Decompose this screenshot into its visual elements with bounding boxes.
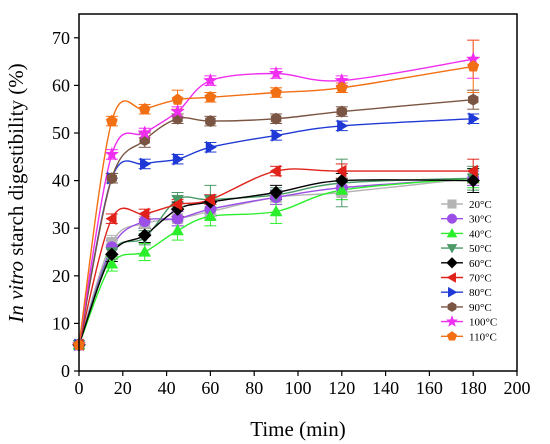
legend-item: 20°C [441,199,492,211]
legend-marker [447,199,457,209]
data-point [137,228,152,243]
data-point [205,140,217,154]
marker-layer [71,51,481,352]
legend-item: 50°C [441,243,492,255]
x-tick-label: 160 [416,378,443,398]
data-point [104,146,120,161]
data-point [137,125,153,140]
data-point [203,209,217,221]
data-point [105,212,117,226]
data-point [268,65,284,80]
data-point [105,257,119,269]
x-tick-label: 80 [245,378,263,398]
data-point [337,119,349,133]
y-tick-label: 20 [52,266,70,286]
legend-item: 100°C [441,315,497,329]
data-point [467,93,479,106]
legend-label: 60°C [469,258,492,270]
data-point [138,102,151,115]
x-tick-label: 140 [372,378,399,398]
legend-label: 50°C [469,243,492,255]
data-point [106,172,118,185]
y-axis-title-italic: In vitro [4,261,28,324]
data-point [170,103,185,118]
data-point [138,245,152,257]
legend-label: 30°C [469,214,492,226]
data-point [202,72,218,87]
y-axis-title-rest: starch digestibility (%) [4,63,28,261]
legend-marker [445,315,459,327]
legend-marker [446,227,458,238]
x-tick-label: 180 [460,378,487,398]
data-point [335,164,347,178]
data-point [468,112,480,126]
data-point [269,205,283,217]
data-point [269,164,281,178]
x-axis-title: Time (min) [250,417,345,441]
data-point [140,157,152,171]
data-point [466,164,478,178]
legend-marker [446,244,458,254]
legend-label: 70°C [469,273,492,285]
legend-item: 110°C [441,331,497,343]
legend-marker [448,286,458,298]
data-point [271,128,283,142]
legend-item: 60°C [441,257,492,270]
legend-item: 40°C [441,227,492,240]
y-tick-label: 70 [52,28,70,48]
data-point [171,224,184,236]
x-tick-label: 40 [158,378,176,398]
data-point [270,86,283,98]
legend-label: 110°C [469,331,497,343]
legend-label: 80°C [469,287,492,299]
y-tick-label: 0 [61,361,70,381]
data-point [467,60,480,72]
legend-marker [447,301,457,312]
data-point [269,185,283,200]
x-tick-label: 100 [285,378,312,398]
data-point [105,114,118,127]
data-point [336,105,348,118]
data-point [104,247,119,262]
data-point [203,193,216,207]
legend-marker [446,213,458,224]
data-point [334,173,349,188]
legend: 20°C 30°C 40°C 50°C 60°C 70°C 80°C 90°C 100°C 110… [441,199,497,343]
legend-item: 30°C [441,213,492,226]
x-tick-label: 200 [504,378,531,398]
x-tick-label: 20 [114,378,132,398]
legend-item: 80°C [441,286,492,299]
legend-label: 20°C [469,199,492,211]
legend-marker [446,257,458,269]
x-tick-label: 60 [201,378,219,398]
y-axis: 0 10 20 30 40 50 60 70 [52,28,79,381]
y-tick-label: 60 [52,75,70,95]
y-tick-label: 10 [52,313,70,333]
data-point [205,115,216,128]
data-point [270,112,282,125]
data-point [171,197,183,211]
legend-item: 90°C [441,302,492,314]
data-point [172,152,185,166]
legend-marker [446,272,456,283]
data-point [466,173,481,188]
legend-marker [447,331,457,341]
data-point [335,81,348,93]
legend-label: 90°C [469,302,492,314]
legend-label: 100°C [469,317,497,329]
x-tick-label: 120 [328,378,355,398]
legend-label: 40°C [469,228,492,240]
series-line [78,118,474,345]
y-axis-title: In vitro starch digestibility (%) [4,63,28,323]
legend-item: 70°C [441,272,492,285]
x-tick-label: 0 [75,378,84,398]
data-point [171,93,184,105]
data-point [204,90,217,103]
data-point [138,207,150,221]
y-tick-label: 50 [52,123,70,143]
y-tick-label: 30 [52,218,70,238]
x-axis: 0 20 40 60 80 100 120 140 160 180 200 [75,371,531,398]
y-tick-label: 40 [52,171,70,191]
